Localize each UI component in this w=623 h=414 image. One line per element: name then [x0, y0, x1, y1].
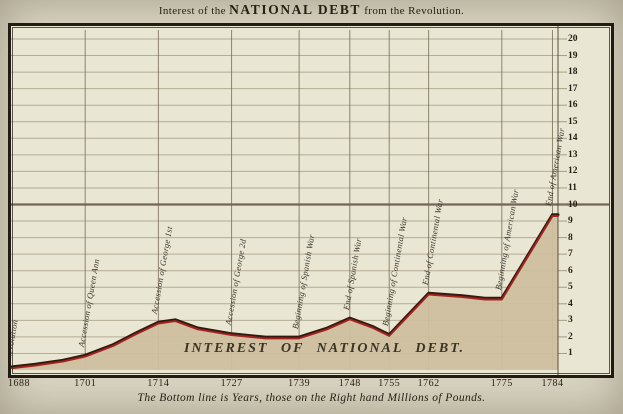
y-axis-label-19: 19 — [568, 50, 578, 61]
y-axis-label-8: 8 — [568, 232, 573, 243]
y-axis-label-3: 3 — [568, 315, 573, 326]
interest-line-shadow — [11, 213, 560, 369]
plot-area: Revolution Accession of Queen Ann Accessio… — [11, 26, 611, 375]
x-axis-label-1701: 1701 — [74, 378, 97, 389]
y-axis-label-16: 16 — [568, 100, 578, 111]
y-axis-label-12: 12 — [568, 166, 578, 177]
chart-title-main: NATIONAL DEBT — [229, 2, 362, 17]
x-axis-label-1755: 1755 — [378, 378, 401, 389]
y-axis-label-5: 5 — [568, 282, 573, 293]
interest-line-red — [11, 215, 559, 370]
y-axis-label-20: 20 — [568, 34, 578, 44]
y-axis-label-2: 2 — [568, 331, 573, 342]
interest-area-fill — [12, 215, 558, 370]
debt-interest-area-chart — [11, 26, 609, 375]
x-axis-label-1688: 1688 — [8, 378, 30, 389]
bottom-axis-years: 1688 1701 1714 1727 1739 1748 1755 1762 1775 1784 — [8, 378, 611, 392]
x-axis-label-1784: 1784 — [541, 378, 564, 389]
y-axis-label-11: 11 — [568, 182, 577, 193]
y-axis-label-9: 9 — [568, 216, 573, 227]
chart-title: Interest of the NATIONAL DEBT from the R… — [0, 2, 623, 18]
x-axis-label-1739: 1739 — [288, 378, 311, 389]
x-axis-label-1727: 1727 — [220, 378, 243, 389]
y-axis-label-10: 10 — [568, 199, 578, 210]
chart-title-prefix: Interest of the — [158, 5, 226, 17]
y-axis-label-7: 7 — [568, 249, 573, 260]
axis-caption: The Bottom line is Years, those on the R… — [137, 392, 486, 404]
y-axis-label-6: 6 — [568, 265, 573, 276]
chart-frame: Revolution Accession of Queen Ann Accessio… — [8, 23, 614, 378]
y-axis-label-13: 13 — [568, 149, 578, 160]
y-axis-label-18: 18 — [568, 67, 578, 78]
y-axis-label-14: 14 — [568, 133, 578, 144]
x-axis-label-1775: 1775 — [490, 378, 513, 389]
y-axis-label-17: 17 — [568, 83, 578, 94]
y-axis-label-4: 4 — [568, 298, 573, 309]
y-axis-label-1: 1 — [568, 348, 573, 359]
y-axis-label-15: 15 — [568, 116, 578, 127]
chart-title-suffix: from the Revolution. — [364, 5, 465, 17]
area-inscription: INTEREST OF NATIONAL DEBT. — [184, 341, 465, 356]
x-axis-label-1762: 1762 — [417, 378, 440, 389]
x-axis-label-1748: 1748 — [338, 378, 361, 389]
x-axis-label-1714: 1714 — [147, 378, 170, 389]
